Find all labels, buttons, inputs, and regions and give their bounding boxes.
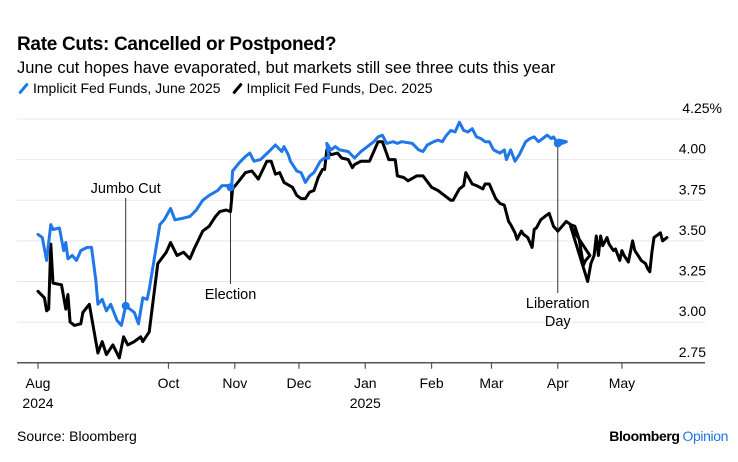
brand-logo: Bloomberg Opinion <box>609 428 728 444</box>
legend: Implicit Fed Funds, June 2025 Implicit F… <box>17 80 443 96</box>
x-axis: Aug 2024 Oct Nov Dec Jan 2025 Feb Mar Apr May <box>17 362 705 411</box>
annotation-dot <box>226 183 235 192</box>
series-line-0 <box>36 120 568 327</box>
x-tick-sublabel: 2025 <box>350 395 381 411</box>
x-tick-label: Feb <box>420 375 444 391</box>
chart-title: Rate Cuts: Cancelled or Postponed? <box>17 34 337 55</box>
y-tick-label: 4.25% <box>682 100 722 116</box>
x-tick-label: Dec <box>287 375 312 391</box>
annotations: Jumbo Cut Election Liberation Day <box>91 143 590 330</box>
x-tick-label: Oct <box>158 375 180 391</box>
brand-sub: Opinion <box>682 428 729 444</box>
x-tick-label: Aug <box>26 375 51 391</box>
x-tick-label: Nov <box>222 375 247 391</box>
y-tick-label: 2.75 <box>679 344 706 360</box>
y-tick-label: 3.25 <box>679 263 706 279</box>
series-line-1 <box>36 140 669 360</box>
y-axis-ticks: 4.25% 4.00 3.75 3.50 3.25 3.00 2.75 <box>679 100 722 360</box>
gridlines <box>17 118 705 323</box>
chart-subtitle: June cut hopes have evaporated, but mark… <box>17 59 556 77</box>
series-lines <box>36 120 669 360</box>
annotation-label: Day <box>545 314 572 330</box>
y-tick-label: 4.00 <box>679 141 706 157</box>
annotation-label: Jumbo Cut <box>91 181 161 197</box>
x-tick-label: Apr <box>547 375 569 391</box>
annotation-dot <box>121 301 130 310</box>
legend-label-june: Implicit Fed Funds, June 2025 <box>33 80 221 96</box>
legend-item-june: Implicit Fed Funds, June 2025 <box>17 80 221 96</box>
x-tick-label: Mar <box>479 375 503 391</box>
legend-label-dec: Implicit Fed Funds, Dec. 2025 <box>246 80 433 96</box>
y-tick-label: 3.00 <box>679 303 706 319</box>
source-note: Source: Bloomberg <box>17 428 137 444</box>
annotation-label: Election <box>205 287 257 303</box>
annotation-dots <box>121 139 562 310</box>
brand-main: Bloomberg <box>609 428 680 444</box>
x-tick-label: May <box>609 375 635 391</box>
annotation-label: Liberation <box>526 296 590 312</box>
legend-item-dec: Implicit Fed Funds, Dec. 2025 <box>231 80 433 96</box>
y-tick-label: 3.75 <box>679 181 706 197</box>
annotation-dot <box>553 139 562 148</box>
x-tick-sublabel: 2024 <box>22 395 53 411</box>
y-tick-label: 3.50 <box>679 222 706 238</box>
x-tick-label: Jan <box>354 375 377 391</box>
